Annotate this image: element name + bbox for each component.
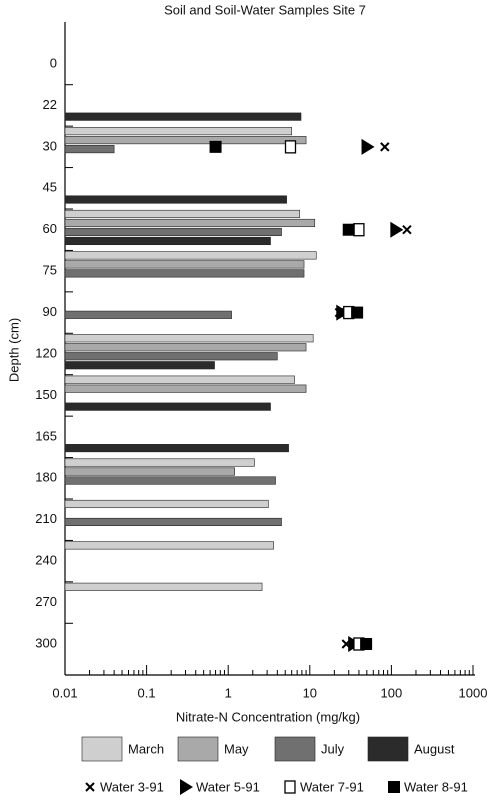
- y-tick-label: 0: [50, 55, 57, 70]
- marker-x: [380, 142, 390, 152]
- marker-square: [342, 223, 355, 236]
- bar: [64, 458, 255, 467]
- bar: [64, 541, 274, 550]
- marker-square: [351, 306, 364, 319]
- bar: [64, 112, 302, 121]
- bar: [64, 195, 287, 204]
- x-tick-label: 100: [381, 685, 403, 700]
- legend-label: May: [224, 741, 249, 756]
- y-tick-label: 120: [35, 345, 57, 360]
- y-tick-label: 210: [35, 511, 57, 526]
- marker-x: [402, 225, 412, 235]
- y-tick-label: 240: [35, 553, 57, 568]
- x-axis-label: Nitrate-N Concentration (mg/kg): [176, 709, 360, 724]
- bar: [64, 476, 276, 485]
- marker-triangle: [180, 779, 193, 795]
- y-tick-label: 165: [35, 428, 57, 443]
- bar: [64, 260, 305, 269]
- bar: [64, 269, 305, 278]
- y-tick-label: 45: [43, 180, 57, 195]
- x-tick-label: 10: [303, 685, 317, 700]
- bar: [64, 352, 278, 361]
- bar: [64, 384, 307, 393]
- legend-label: Water 5-91: [196, 779, 260, 794]
- marker-x: [85, 782, 95, 792]
- bar: [64, 145, 115, 154]
- x-tick-label: 0.01: [52, 685, 77, 700]
- bar: [64, 499, 269, 509]
- bar: [64, 251, 317, 260]
- y-tick-label: 22: [43, 97, 57, 112]
- bar: [64, 236, 271, 246]
- marker-square: [360, 638, 373, 650]
- legend-label: August: [414, 741, 455, 756]
- marker-square: [209, 140, 222, 153]
- chart-title: Soil and Soil-Water Samples Site 7: [164, 2, 366, 17]
- y-tick-label: 90: [43, 304, 57, 319]
- y-tick-label: 30: [43, 138, 57, 153]
- marker-open-square: [284, 140, 297, 154]
- bar: [64, 127, 292, 136]
- marker-square: [388, 781, 400, 793]
- bar: [64, 218, 316, 228]
- y-tick-label: 75: [43, 263, 57, 278]
- bar: [64, 209, 300, 219]
- legend-label: March: [128, 741, 164, 756]
- legend-label: Water 3-91: [100, 779, 164, 794]
- bar: [64, 343, 307, 352]
- y-axis-label: Depth (cm): [6, 318, 21, 382]
- legend-swatch: [81, 736, 123, 762]
- bar: [64, 310, 232, 319]
- marker-triangle: [390, 221, 404, 238]
- bar: [64, 582, 263, 591]
- legend-swatch: [367, 736, 409, 762]
- y-tick-label: 180: [35, 470, 57, 485]
- x-tick-label: 0.1: [138, 685, 156, 700]
- bar: [64, 334, 314, 343]
- x-tick-label: 1000: [459, 685, 488, 700]
- y-tick-label: 300: [35, 635, 57, 650]
- bar: [64, 361, 215, 370]
- marker-triangle: [336, 304, 350, 321]
- bar: [64, 227, 282, 237]
- bar: [64, 375, 295, 384]
- bar: [64, 402, 271, 411]
- y-tick-label: 150: [35, 387, 57, 402]
- legend-label: Water 8-91: [404, 779, 468, 794]
- x-tick-label: 1: [225, 685, 232, 700]
- legend-swatch: [177, 736, 219, 762]
- bar: [64, 136, 307, 145]
- y-tick-label: 270: [35, 594, 57, 609]
- legend-label: July: [321, 741, 345, 756]
- marker-triangle: [361, 138, 375, 155]
- legend-swatch: [274, 736, 316, 762]
- bar: [64, 467, 235, 476]
- y-tick-label: 60: [43, 221, 57, 236]
- bar: [64, 517, 282, 527]
- marker-open-square: [284, 780, 296, 794]
- marker-open-square: [353, 223, 365, 237]
- bar: [64, 444, 289, 453]
- legend-label: Water 7-91: [300, 779, 364, 794]
